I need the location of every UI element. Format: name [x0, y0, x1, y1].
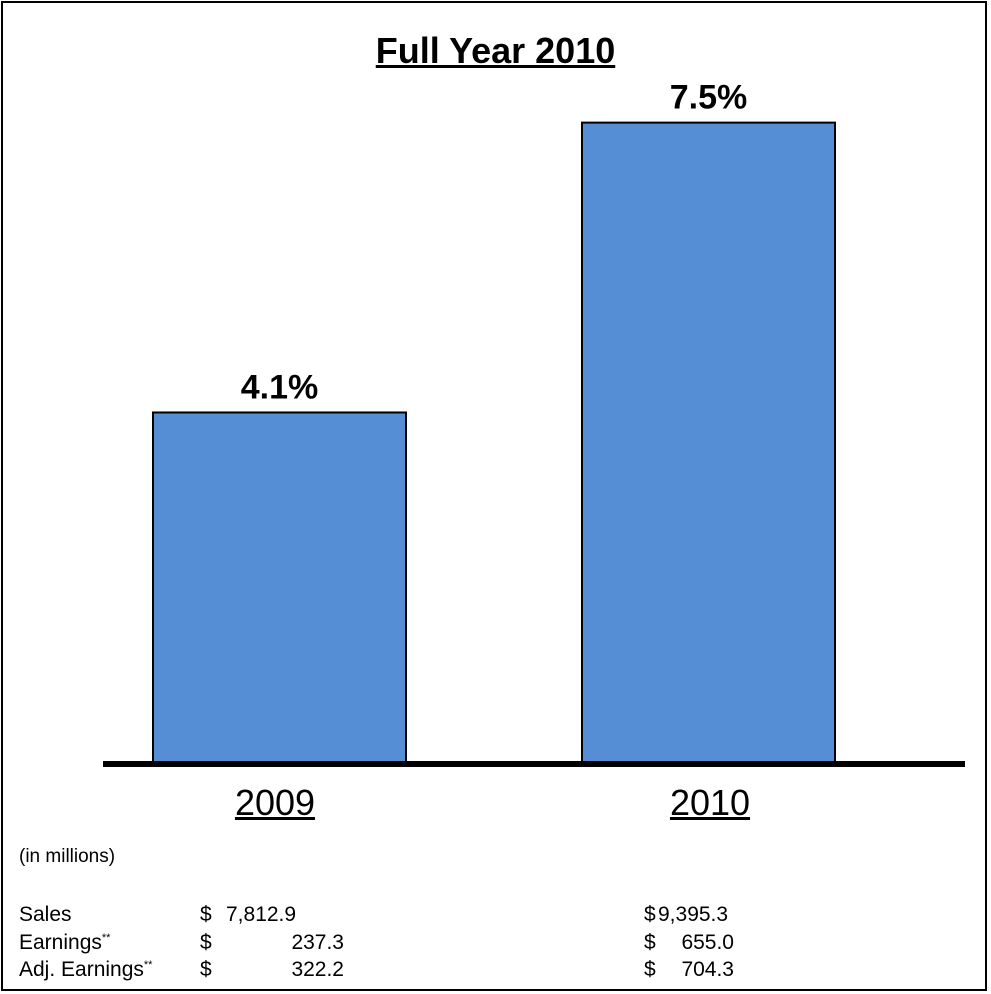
- footnote-mark: **: [101, 932, 111, 944]
- category-label-2010: 2010: [669, 782, 751, 823]
- row-label-sales: Sales: [19, 903, 72, 927]
- currency-symbol: $: [200, 903, 212, 926]
- currency-symbol: $: [644, 903, 656, 926]
- row-label-text: Adj. Earnings: [19, 958, 144, 981]
- currency-symbol: $: [644, 931, 656, 954]
- bar-2010: [581, 121, 836, 763]
- row-label-earnings: Earnings**: [19, 931, 110, 955]
- sales-2009-value: 7,812.9: [226, 903, 297, 926]
- row-label-text: Earnings: [19, 931, 102, 954]
- currency-symbol: $: [644, 958, 656, 981]
- footnote-mark: **: [143, 959, 153, 971]
- adj-earnings-2010-value: 704.3: [681, 958, 734, 981]
- chart-title: Full Year 2010: [375, 30, 616, 71]
- row-label-text: Sales: [19, 903, 72, 926]
- adj-earnings-2009-value: 322.2: [291, 958, 344, 981]
- currency-symbol: $: [200, 931, 212, 954]
- earnings-2009-value: 237.3: [291, 931, 344, 954]
- currency-symbol: $: [200, 958, 212, 981]
- earnings-2010-value: 655.0: [681, 931, 734, 954]
- bar-2009: [152, 411, 407, 763]
- sales-2010-value: 9,395.3: [658, 903, 729, 926]
- category-label-2009: 2009: [234, 782, 316, 823]
- data-label-2010: 7.5%: [670, 79, 748, 117]
- data-label-2009: 4.1%: [241, 368, 319, 406]
- row-label-adj-earnings: Adj. Earnings**: [19, 958, 152, 982]
- units-note: (in millions): [19, 846, 116, 867]
